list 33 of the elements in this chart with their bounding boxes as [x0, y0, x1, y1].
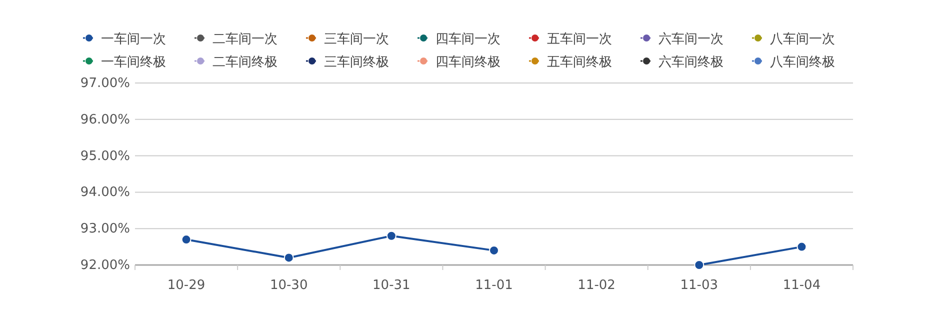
x-tick-label: 11-04: [782, 278, 821, 293]
x-tick-label: 10-31: [372, 278, 410, 293]
legend-label: 八车间一次: [770, 32, 835, 47]
legend-label: 二车间终极: [212, 55, 278, 70]
point: [796, 242, 807, 252]
y-tick-label: 94.00%: [80, 185, 130, 200]
legend-label: 四车间终极: [436, 55, 500, 70]
legend-label: 一车间一次: [101, 32, 166, 47]
x-tick-label: 10-30: [270, 278, 308, 293]
point: [181, 234, 192, 245]
x-tick-label: 10-29: [167, 278, 206, 293]
legend-label: 一车间终极: [101, 55, 166, 70]
legend-label: 五车间一次: [547, 32, 612, 47]
legend-label: 三车间一次: [324, 32, 389, 47]
legend-label: 三车间终极: [324, 55, 389, 70]
legend-label: 五车间终极: [547, 55, 612, 70]
point: [489, 245, 499, 256]
legend-label: 二车间一次: [212, 32, 278, 47]
point: [386, 230, 396, 241]
y-tick-label: 95.00%: [80, 148, 130, 164]
y-tick-label: 92.00%: [80, 258, 130, 273]
point: [694, 260, 704, 270]
legend-label: 四车间一次: [436, 32, 500, 47]
y-tick-label: 96.00%: [80, 112, 130, 128]
x-tick-label: 11-02: [578, 278, 616, 293]
legend-label: 八车间终极: [770, 55, 835, 70]
legend-label: 六车间一次: [658, 32, 724, 47]
y-tick-label: 93.00%: [80, 222, 130, 237]
y-tick-label: 97.00%: [80, 76, 130, 91]
x-tick-label: 11-01: [475, 278, 513, 293]
x-tick-label: 11-03: [680, 278, 718, 293]
point: [284, 252, 294, 263]
legend-label: 六车间终极: [658, 55, 724, 70]
